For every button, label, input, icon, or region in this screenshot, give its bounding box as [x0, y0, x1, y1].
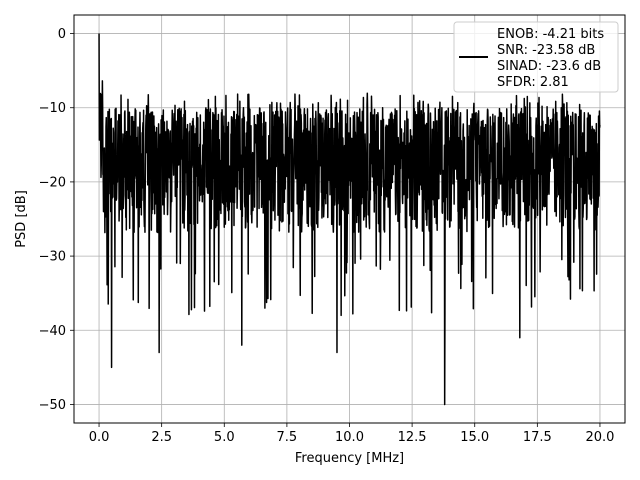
x-tick-label: 7.5	[277, 430, 298, 445]
y-axis-label: PSD [dB]	[14, 190, 29, 248]
psd-trace	[98, 33, 601, 406]
x-tick-label: 0.0	[89, 430, 110, 445]
y-tick-label: 0	[58, 27, 66, 42]
y-tick-label: −40	[39, 324, 66, 339]
legend-sfdr: SFDR: 2.81	[497, 75, 569, 90]
x-tick-label: 20.0	[585, 430, 614, 445]
x-tick-label: 2.5	[151, 430, 172, 445]
x-axis-label: Frequency [MHz]	[295, 451, 404, 466]
legend-sinad: SINAD: -23.6 dB	[497, 59, 601, 74]
y-tick-label: −50	[39, 398, 66, 413]
y-axis-ticks: 0 −10 −20 −30 −40 −50	[39, 27, 74, 413]
grid	[74, 15, 625, 423]
x-tick-label: 15.0	[460, 430, 489, 445]
psd-series	[98, 33, 601, 406]
y-tick-label: −10	[39, 101, 66, 116]
legend-box	[453, 21, 619, 93]
y-tick-label: −20	[39, 175, 66, 190]
x-tick-label: 10.0	[335, 430, 364, 445]
x-tick-label: 5.0	[214, 430, 235, 445]
legend: ENOB: -4.21 bits SNR: -23.58 dB SINAD: -…	[453, 21, 619, 93]
y-tick-label: −30	[39, 250, 66, 265]
x-tick-label: 12.5	[398, 430, 427, 445]
legend-snr: SNR: -23.58 dB	[497, 43, 595, 58]
x-tick-label: 17.5	[523, 430, 552, 445]
legend-enob: ENOB: -4.21 bits	[497, 27, 604, 42]
x-axis-ticks: 0.0 2.5 5.0 7.5 10.0 12.5 15.0 17.5 20.0	[89, 423, 614, 445]
